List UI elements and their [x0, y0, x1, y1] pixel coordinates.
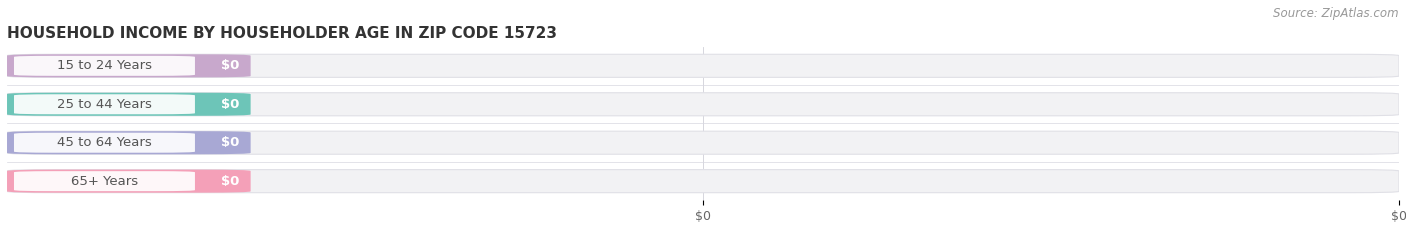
Text: $0: $0 — [221, 175, 239, 188]
Text: Source: ZipAtlas.com: Source: ZipAtlas.com — [1274, 7, 1399, 20]
FancyBboxPatch shape — [7, 54, 1399, 77]
Text: $0: $0 — [221, 59, 239, 72]
Text: 65+ Years: 65+ Years — [70, 175, 138, 188]
FancyBboxPatch shape — [14, 133, 195, 153]
FancyBboxPatch shape — [7, 170, 1399, 193]
FancyBboxPatch shape — [7, 131, 250, 154]
Text: 45 to 64 Years: 45 to 64 Years — [58, 136, 152, 149]
Text: $0: $0 — [221, 98, 239, 111]
FancyBboxPatch shape — [7, 93, 1399, 116]
FancyBboxPatch shape — [14, 94, 195, 114]
Text: $0: $0 — [221, 136, 239, 149]
Text: HOUSEHOLD INCOME BY HOUSEHOLDER AGE IN ZIP CODE 15723: HOUSEHOLD INCOME BY HOUSEHOLDER AGE IN Z… — [7, 26, 557, 41]
FancyBboxPatch shape — [14, 171, 195, 191]
FancyBboxPatch shape — [7, 131, 1399, 154]
FancyBboxPatch shape — [14, 56, 195, 76]
Text: 25 to 44 Years: 25 to 44 Years — [58, 98, 152, 111]
FancyBboxPatch shape — [7, 54, 250, 77]
FancyBboxPatch shape — [7, 93, 250, 116]
FancyBboxPatch shape — [7, 170, 250, 193]
Text: 15 to 24 Years: 15 to 24 Years — [58, 59, 152, 72]
